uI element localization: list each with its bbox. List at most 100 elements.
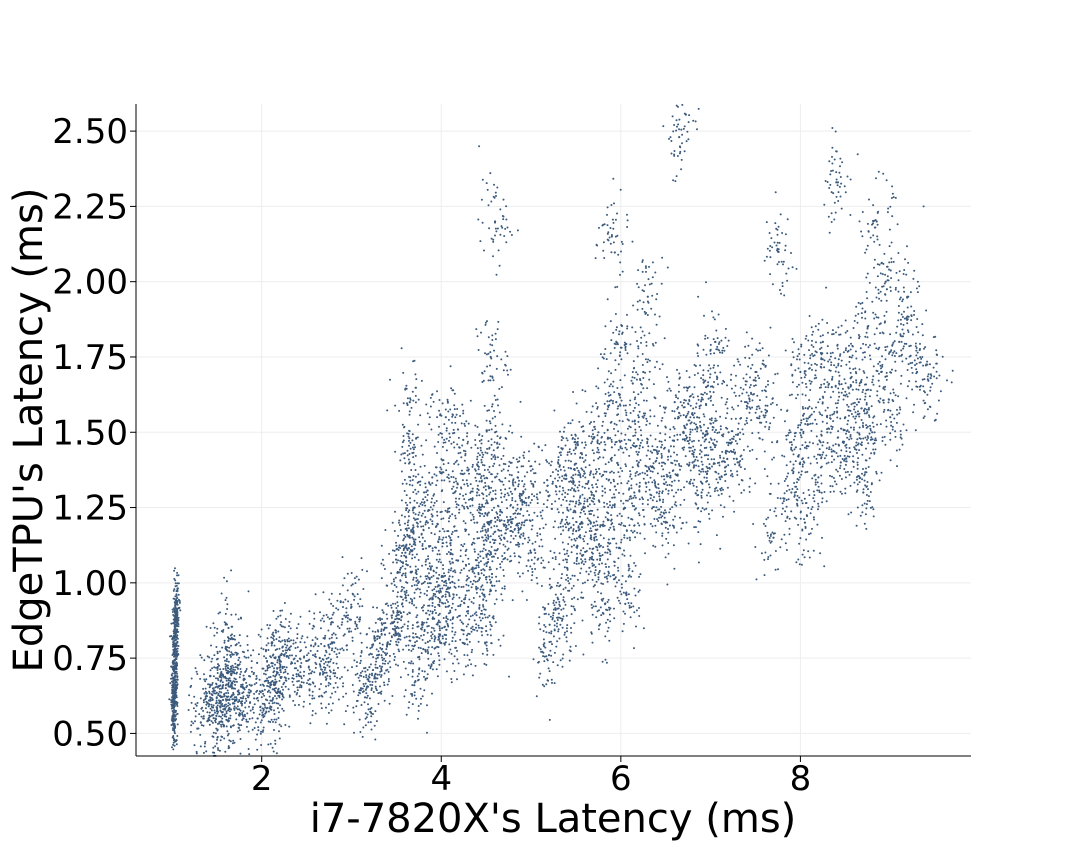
data-point [229, 725, 232, 728]
data-point [601, 474, 604, 476]
data-point [527, 504, 530, 507]
data-point [531, 468, 534, 471]
data-point [561, 619, 563, 622]
data-point [438, 538, 441, 541]
data-point [443, 626, 446, 629]
data-point [170, 707, 173, 710]
data-point [343, 577, 346, 580]
data-point [398, 409, 401, 412]
data-point [402, 660, 405, 663]
data-point [240, 704, 243, 707]
data-point [434, 595, 437, 598]
data-point [411, 446, 414, 449]
data-point [431, 514, 434, 517]
data-point [405, 591, 408, 594]
data-point [265, 657, 267, 660]
data-point [570, 605, 573, 608]
data-point [565, 474, 568, 477]
data-point [506, 519, 509, 521]
data-point [550, 654, 553, 657]
data-point [583, 540, 585, 543]
data-point [550, 630, 553, 633]
data-point [461, 403, 464, 406]
data-point [483, 593, 486, 596]
data-point [510, 461, 513, 464]
data-point [292, 639, 295, 642]
data-point [189, 730, 192, 733]
data-point [596, 524, 599, 527]
data-point [218, 664, 221, 667]
data-point [558, 637, 561, 640]
data-point [546, 484, 549, 487]
data-point [522, 532, 525, 535]
data-point [214, 745, 217, 748]
data-point [176, 637, 179, 640]
data-point [253, 703, 256, 706]
data-point [484, 321, 487, 324]
data-point [453, 446, 456, 449]
data-point [275, 702, 278, 705]
data-point [249, 709, 252, 712]
data-point [431, 565, 433, 568]
data-point [224, 708, 226, 711]
data-point [433, 638, 436, 641]
data-point [292, 684, 295, 686]
data-point [202, 724, 205, 727]
data-point [278, 673, 281, 676]
data-point [591, 578, 594, 581]
data-point [548, 670, 551, 673]
data-point [403, 490, 406, 492]
data-point [401, 445, 404, 448]
data-point [466, 634, 468, 637]
data-point [220, 672, 223, 675]
data-point [308, 668, 311, 671]
data-point [413, 540, 416, 543]
data-point [412, 532, 415, 535]
data-point [213, 689, 216, 692]
data-point [486, 502, 489, 505]
data-point [425, 491, 428, 494]
data-point [495, 367, 498, 370]
data-point [489, 551, 492, 553]
data-point [440, 490, 443, 493]
data-point [412, 360, 415, 363]
data-point [451, 622, 454, 625]
data-point [412, 538, 415, 541]
data-point [397, 534, 400, 537]
data-point [259, 684, 262, 686]
data-point [488, 465, 491, 468]
data-point [554, 490, 557, 493]
data-point [388, 660, 391, 663]
data-point [414, 373, 417, 376]
data-point [270, 636, 273, 639]
data-point [460, 456, 463, 459]
data-point [416, 675, 419, 678]
data-point [308, 683, 311, 686]
data-point [444, 441, 447, 444]
data-point [407, 435, 410, 438]
data-point [210, 720, 213, 723]
data-point [204, 707, 207, 710]
data-point [481, 617, 484, 620]
data-point [441, 587, 444, 590]
data-point [327, 656, 330, 659]
data-point [372, 691, 375, 693]
data-point [312, 624, 315, 627]
data-point [604, 635, 607, 638]
data-point [463, 643, 466, 646]
data-point [222, 668, 225, 670]
data-point [171, 717, 174, 720]
data-point [243, 713, 246, 716]
data-point [507, 523, 510, 526]
data-point [405, 599, 408, 602]
data-point [402, 439, 405, 442]
data-point [327, 703, 330, 706]
data-point [406, 404, 409, 406]
data-point [206, 655, 209, 658]
data-point [417, 679, 419, 682]
data-point [357, 676, 360, 679]
data-point [277, 687, 280, 690]
data-point [438, 558, 441, 561]
data-point [485, 578, 488, 581]
data-point [593, 600, 596, 603]
